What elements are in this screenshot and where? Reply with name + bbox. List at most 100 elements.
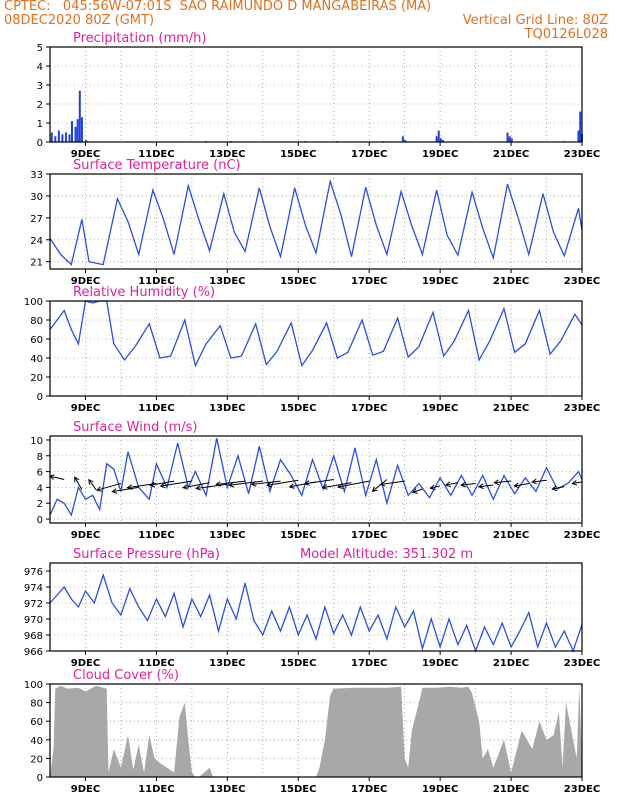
wind-vector xyxy=(531,478,547,485)
y-tick-label: 966 xyxy=(24,647,43,658)
panel-3: Relative Humidity (%) 0 20 40 60 80 100 9DEC 11D… xyxy=(24,285,600,414)
panel-title: Relative Humidity (%) xyxy=(73,285,215,300)
y-tick-label: 30 xyxy=(30,192,43,203)
precip-bar xyxy=(61,134,64,142)
y-tick-label: 20 xyxy=(30,373,43,384)
wind-vector xyxy=(303,479,334,486)
x-tick-label: 15DEC xyxy=(280,276,316,287)
header-datetime: 08DEC2020 80Z (GMT) xyxy=(4,13,155,28)
wind-vector xyxy=(379,480,405,487)
series-line xyxy=(49,178,583,266)
wind-vector xyxy=(182,482,210,490)
wind-vector xyxy=(228,480,263,488)
x-tick-label: 19DEC xyxy=(422,403,458,414)
x-tick-label: 17DEC xyxy=(351,276,387,287)
x-tick-label: 9DEC xyxy=(71,276,100,287)
precip-bar xyxy=(85,140,88,142)
grid xyxy=(49,300,583,397)
wind-vector xyxy=(74,476,83,491)
x-tick-label: 9DEC xyxy=(71,784,100,795)
y-tick-label: 10 xyxy=(30,436,43,447)
precip-bar xyxy=(441,140,444,142)
y-tick-label: 0 xyxy=(37,138,43,149)
precip-bar xyxy=(506,132,509,142)
x-tick-label: 13DEC xyxy=(209,784,245,795)
y-tick-label: 80 xyxy=(30,699,43,710)
x-tick-label: 13DEC xyxy=(209,530,245,541)
precip-bar xyxy=(404,140,407,142)
x-tick-label: 11DEC xyxy=(138,149,174,160)
x-tick-label: 23DEC xyxy=(564,149,600,160)
x-tick-label: 21DEC xyxy=(493,149,529,160)
grid xyxy=(49,173,583,269)
x-tick-label: 19DEC xyxy=(422,784,458,795)
wind-vector xyxy=(195,483,228,491)
wind-vector xyxy=(266,479,299,488)
x-tick-label: 23DEC xyxy=(564,276,600,287)
x-tick-label: 13DEC xyxy=(209,276,245,287)
y-tick-label: 8 xyxy=(37,452,43,463)
precip-bar xyxy=(80,117,83,142)
x-tick-label: 17DEC xyxy=(351,403,387,414)
y-tick-label: 27 xyxy=(30,214,43,225)
y-tick-label: 40 xyxy=(30,736,43,747)
wind-vector xyxy=(571,480,583,486)
panel-frame xyxy=(49,683,583,778)
y-tick-label: 33 xyxy=(30,170,43,181)
panel-frame xyxy=(49,46,583,143)
y-tick-label: 60 xyxy=(30,335,43,346)
x-tick-label: 11DEC xyxy=(138,658,174,669)
panel-title: Precipitation (mm/h) xyxy=(73,31,206,46)
x-tick-label: 15DEC xyxy=(280,658,316,669)
precip-bar xyxy=(64,132,67,142)
x-tick-label: 17DEC xyxy=(351,149,387,160)
x-tick-label: 13DEC xyxy=(209,403,245,414)
precip-bar xyxy=(70,121,73,142)
y-tick-label: 0 xyxy=(37,515,43,526)
precip-bar xyxy=(57,130,60,142)
y-tick-label: 3 xyxy=(37,81,43,92)
x-tick-label: 13DEC xyxy=(209,149,245,160)
precip-bar xyxy=(579,111,582,142)
x-tick-label: 23DEC xyxy=(564,658,600,669)
precip-bar xyxy=(50,132,53,142)
series-line xyxy=(49,572,583,653)
y-tick-label: 0 xyxy=(37,773,43,784)
y-tick-label: 974 xyxy=(24,583,43,594)
precip-bar xyxy=(76,119,79,142)
panel-6: Cloud Cover (%) 0 20 40 60 80 100 9DEC 11DEC 13DE… xyxy=(24,668,600,795)
x-tick-label: 23DEC xyxy=(564,530,600,541)
y-tick-label: 5 xyxy=(37,43,43,54)
wind-vector xyxy=(88,478,97,491)
x-tick-label: 11DEC xyxy=(138,276,174,287)
wind-vector xyxy=(321,482,352,490)
panel-1: Precipitation (mm/h) 0 1 2 3 4 5 9DEC 11DEC 13DEC… xyxy=(37,31,601,160)
wind-vector xyxy=(551,485,565,492)
x-tick-label: 9DEC xyxy=(71,530,100,541)
x-tick-label: 15DEC xyxy=(280,149,316,160)
x-tick-label: 23DEC xyxy=(564,784,600,795)
precip-bar xyxy=(78,90,81,142)
precip-bar xyxy=(435,136,438,142)
y-tick-label: 968 xyxy=(24,631,43,642)
x-tick-label: 21DEC xyxy=(493,784,529,795)
panel-2: Surface Temperature (nC) 21 24 27 30 33 9DEC 11… xyxy=(30,158,600,287)
wind-vector xyxy=(371,479,388,492)
panel-4: Surface Wind (m/s) 0 2 4 6 8 10 9DEC 11DEC 13DEC 1… xyxy=(30,420,600,541)
y-tick-label: 100 xyxy=(24,680,43,691)
y-tick-label: 4 xyxy=(37,483,43,494)
panel-frame xyxy=(49,435,583,524)
x-tick-label: 9DEC xyxy=(71,658,100,669)
x-tick-label: 21DEC xyxy=(493,530,529,541)
precip-bar xyxy=(54,136,57,142)
y-tick-label: 80 xyxy=(30,316,43,327)
panel-5: Surface Pressure (hPa) Model Altitude: 35… xyxy=(24,547,600,669)
panel-frame xyxy=(49,562,583,652)
wind-vector xyxy=(429,484,441,491)
wind-vector xyxy=(48,474,65,480)
panel-title: Cloud Cover (%) xyxy=(73,668,179,683)
y-tick-label: 6 xyxy=(37,468,43,479)
x-tick-label: 17DEC xyxy=(351,658,387,669)
wind-vector xyxy=(444,481,458,488)
y-tick-label: 2 xyxy=(37,499,43,510)
